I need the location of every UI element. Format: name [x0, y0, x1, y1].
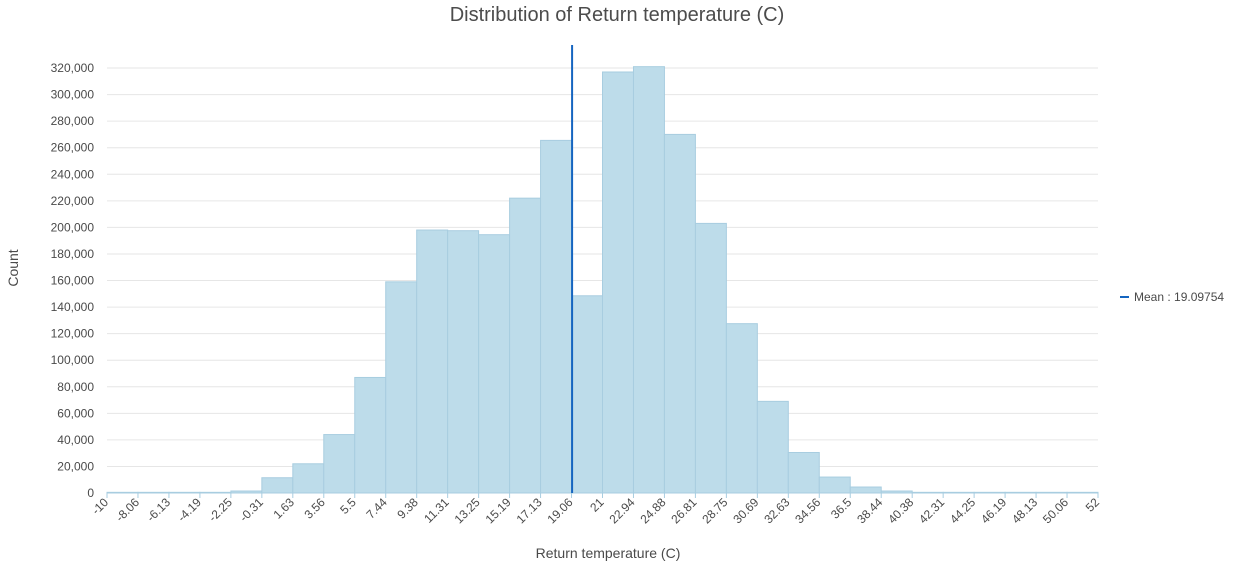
x-tick-label: -0.31 [237, 495, 266, 524]
x-tick-label: 11.31 [421, 495, 452, 526]
x-tick-label: 44.25 [947, 495, 978, 526]
x-axis-title: Return temperature (C) [536, 545, 681, 561]
y-tick-label: 180,000 [51, 247, 95, 261]
legend-mean-label: Mean : 19.09754 [1134, 290, 1224, 304]
histogram-bar[interactable] [571, 295, 603, 494]
histogram-bar[interactable] [385, 281, 418, 494]
x-tick-label: -2.25 [206, 495, 235, 524]
x-tick-label: 3.56 [301, 495, 328, 522]
x-tick-label: 7.44 [363, 495, 390, 522]
y-tick-label: 260,000 [51, 141, 95, 155]
x-tick-label: 40.38 [885, 495, 916, 526]
x-tick-label: 26.81 [668, 495, 699, 526]
x-tick-label: 13.25 [452, 495, 483, 526]
x-tick-label: 22.94 [606, 495, 637, 526]
legend[interactable]: Mean : 19.09754 [1120, 290, 1224, 304]
histogram-bar[interactable] [478, 234, 511, 494]
x-tick-label: 48.13 [1009, 495, 1040, 526]
x-tick-label: 15.19 [483, 495, 514, 526]
y-axis-title: Count [5, 249, 21, 286]
histogram-bar[interactable] [694, 222, 727, 494]
x-tick-label: 52 [1083, 495, 1103, 515]
histogram-bar[interactable] [756, 400, 789, 494]
histogram-bar[interactable] [261, 477, 294, 494]
y-tick-label: 60,000 [57, 406, 94, 420]
histogram-bar[interactable] [416, 229, 449, 494]
y-tick-label: 160,000 [51, 274, 95, 288]
x-axis-ticks: -10 -8.06 -6.13 -4.19 -2.25 -0.31 1.63 3.56 5.5 7… [89, 493, 1102, 526]
x-tick-label: 9.38 [394, 495, 421, 522]
y-tick-label: 200,000 [51, 220, 95, 234]
histogram-bar[interactable] [787, 451, 820, 494]
histogram-bar[interactable] [354, 376, 387, 494]
histogram-bar[interactable] [602, 71, 634, 494]
y-tick-label: 120,000 [51, 327, 95, 341]
x-tick-label: 1.63 [271, 495, 298, 522]
x-tick-label: -6.13 [144, 495, 173, 524]
y-tick-label: 140,000 [51, 300, 95, 314]
y-tick-label: 80,000 [57, 380, 94, 394]
histogram-bar[interactable] [447, 230, 480, 494]
x-tick-label: 38.44 [854, 495, 885, 526]
y-tick-label: 300,000 [51, 88, 95, 102]
x-tick-label: 34.56 [792, 495, 823, 526]
x-tick-label: -4.19 [175, 495, 204, 524]
histogram-bar[interactable] [663, 133, 696, 494]
y-tick-label: 240,000 [51, 167, 95, 181]
histogram-bar[interactable] [323, 434, 356, 494]
y-tick-label: 320,000 [51, 61, 95, 75]
y-tick-label: 280,000 [51, 114, 95, 128]
histogram-bar[interactable] [818, 476, 851, 494]
x-tick-label: 42.31 [916, 495, 947, 526]
x-tick-label: 19.06 [545, 495, 576, 526]
x-tick-label: 46.19 [978, 495, 1009, 526]
x-tick-label: 36.5 [828, 495, 855, 522]
y-axis-ticks: 0 20,000 40,000 60,000 80,000 100,000 120,000 1… [51, 61, 95, 500]
x-tick-label: 17.13 [514, 495, 545, 526]
y-tick-label: 0 [87, 486, 94, 500]
x-tick-label: 32.63 [761, 495, 792, 526]
histogram-bar[interactable] [540, 139, 573, 494]
x-tick-label: 24.88 [637, 495, 668, 526]
x-tick-label: -8.06 [113, 495, 142, 524]
histogram-bars [106, 66, 1099, 494]
histogram-bar[interactable] [632, 66, 665, 494]
chart-title: Distribution of Return temperature (C) [449, 4, 785, 26]
histogram-bar[interactable] [292, 463, 325, 494]
x-tick-label: 21 [587, 495, 607, 515]
x-tick-label: 50.06 [1040, 495, 1071, 526]
histogram-bar[interactable] [725, 323, 758, 494]
y-tick-label: 40,000 [57, 433, 94, 447]
y-tick-label: 220,000 [51, 194, 95, 208]
x-tick-label: 5.5 [337, 495, 359, 517]
y-tick-label: 20,000 [57, 459, 94, 473]
histogram-bar[interactable] [509, 197, 542, 494]
x-tick-label: 30.69 [730, 495, 761, 526]
y-tick-label: 100,000 [51, 353, 95, 367]
x-tick-label: 28.75 [699, 495, 730, 526]
histogram-bar[interactable] [849, 486, 882, 494]
